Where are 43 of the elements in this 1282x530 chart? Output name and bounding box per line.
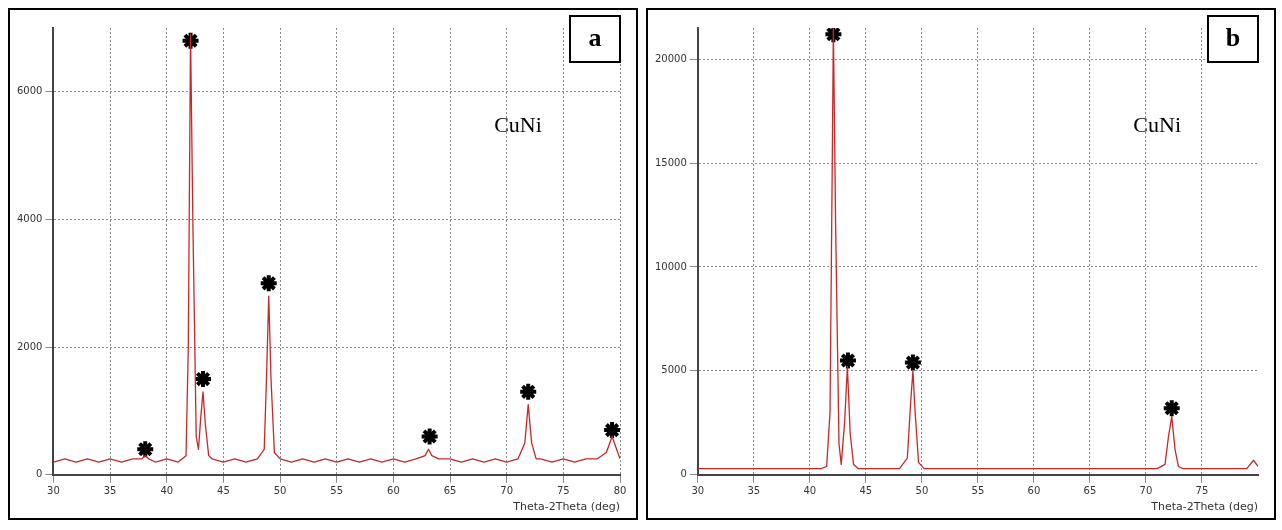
y-tick-label: 5000 [661, 364, 687, 376]
point [419, 426, 440, 447]
x-tick-label: 55 [971, 485, 985, 497]
y-tick-label: 0 [680, 468, 687, 480]
x-tick-label: 50 [915, 485, 929, 497]
x-tick-label: 40 [160, 485, 174, 497]
x-tick-label: 80 [613, 485, 627, 497]
x-tick-label: 50 [273, 485, 287, 497]
x-tick-label: 75 [556, 485, 570, 497]
x-tick-label: 40 [803, 485, 817, 497]
point [193, 369, 214, 390]
point [258, 273, 279, 294]
y-tick-label: 2000 [17, 340, 43, 352]
chart-title: a [588, 22, 602, 52]
annotation: CuNi [494, 112, 542, 138]
x-axis-title: Theta-2Theta (deg) [1150, 500, 1258, 514]
point [1161, 398, 1182, 419]
x-tick-label: 75 [1195, 485, 1209, 497]
y-tick-label: 4000 [17, 213, 43, 225]
annotation: CuNi [1133, 112, 1182, 138]
chart-title: b [1225, 22, 1241, 52]
y-tick-label: 6000 [17, 85, 43, 97]
y-tick-label: 0 [36, 468, 43, 480]
point [837, 350, 858, 371]
y-tick-label: 10000 [655, 260, 687, 272]
x-tick-label: 30 [47, 485, 60, 497]
x-tick-label: 65 [1083, 485, 1097, 497]
x-tick-label: 35 [103, 485, 117, 497]
point [518, 381, 539, 402]
x-tick-label: 45 [217, 485, 230, 497]
x-tick-label: 35 [747, 485, 761, 497]
x-tick-label: 30 [691, 485, 705, 497]
x-tick-label: 70 [500, 485, 514, 497]
y-tick-label: 20000 [655, 52, 687, 64]
x-tick-label: 55 [330, 485, 344, 497]
x-tick-label: 60 [1027, 485, 1041, 497]
y-tick-label: 15000 [655, 156, 687, 168]
x-tick-label: 70 [1139, 485, 1153, 497]
x-axis-title: Theta-2Theta (deg) [512, 500, 620, 514]
x-tick-label: 60 [387, 485, 400, 497]
x-tick-label: 65 [443, 485, 457, 497]
x-tick-label: 45 [859, 485, 873, 497]
point [902, 352, 923, 373]
